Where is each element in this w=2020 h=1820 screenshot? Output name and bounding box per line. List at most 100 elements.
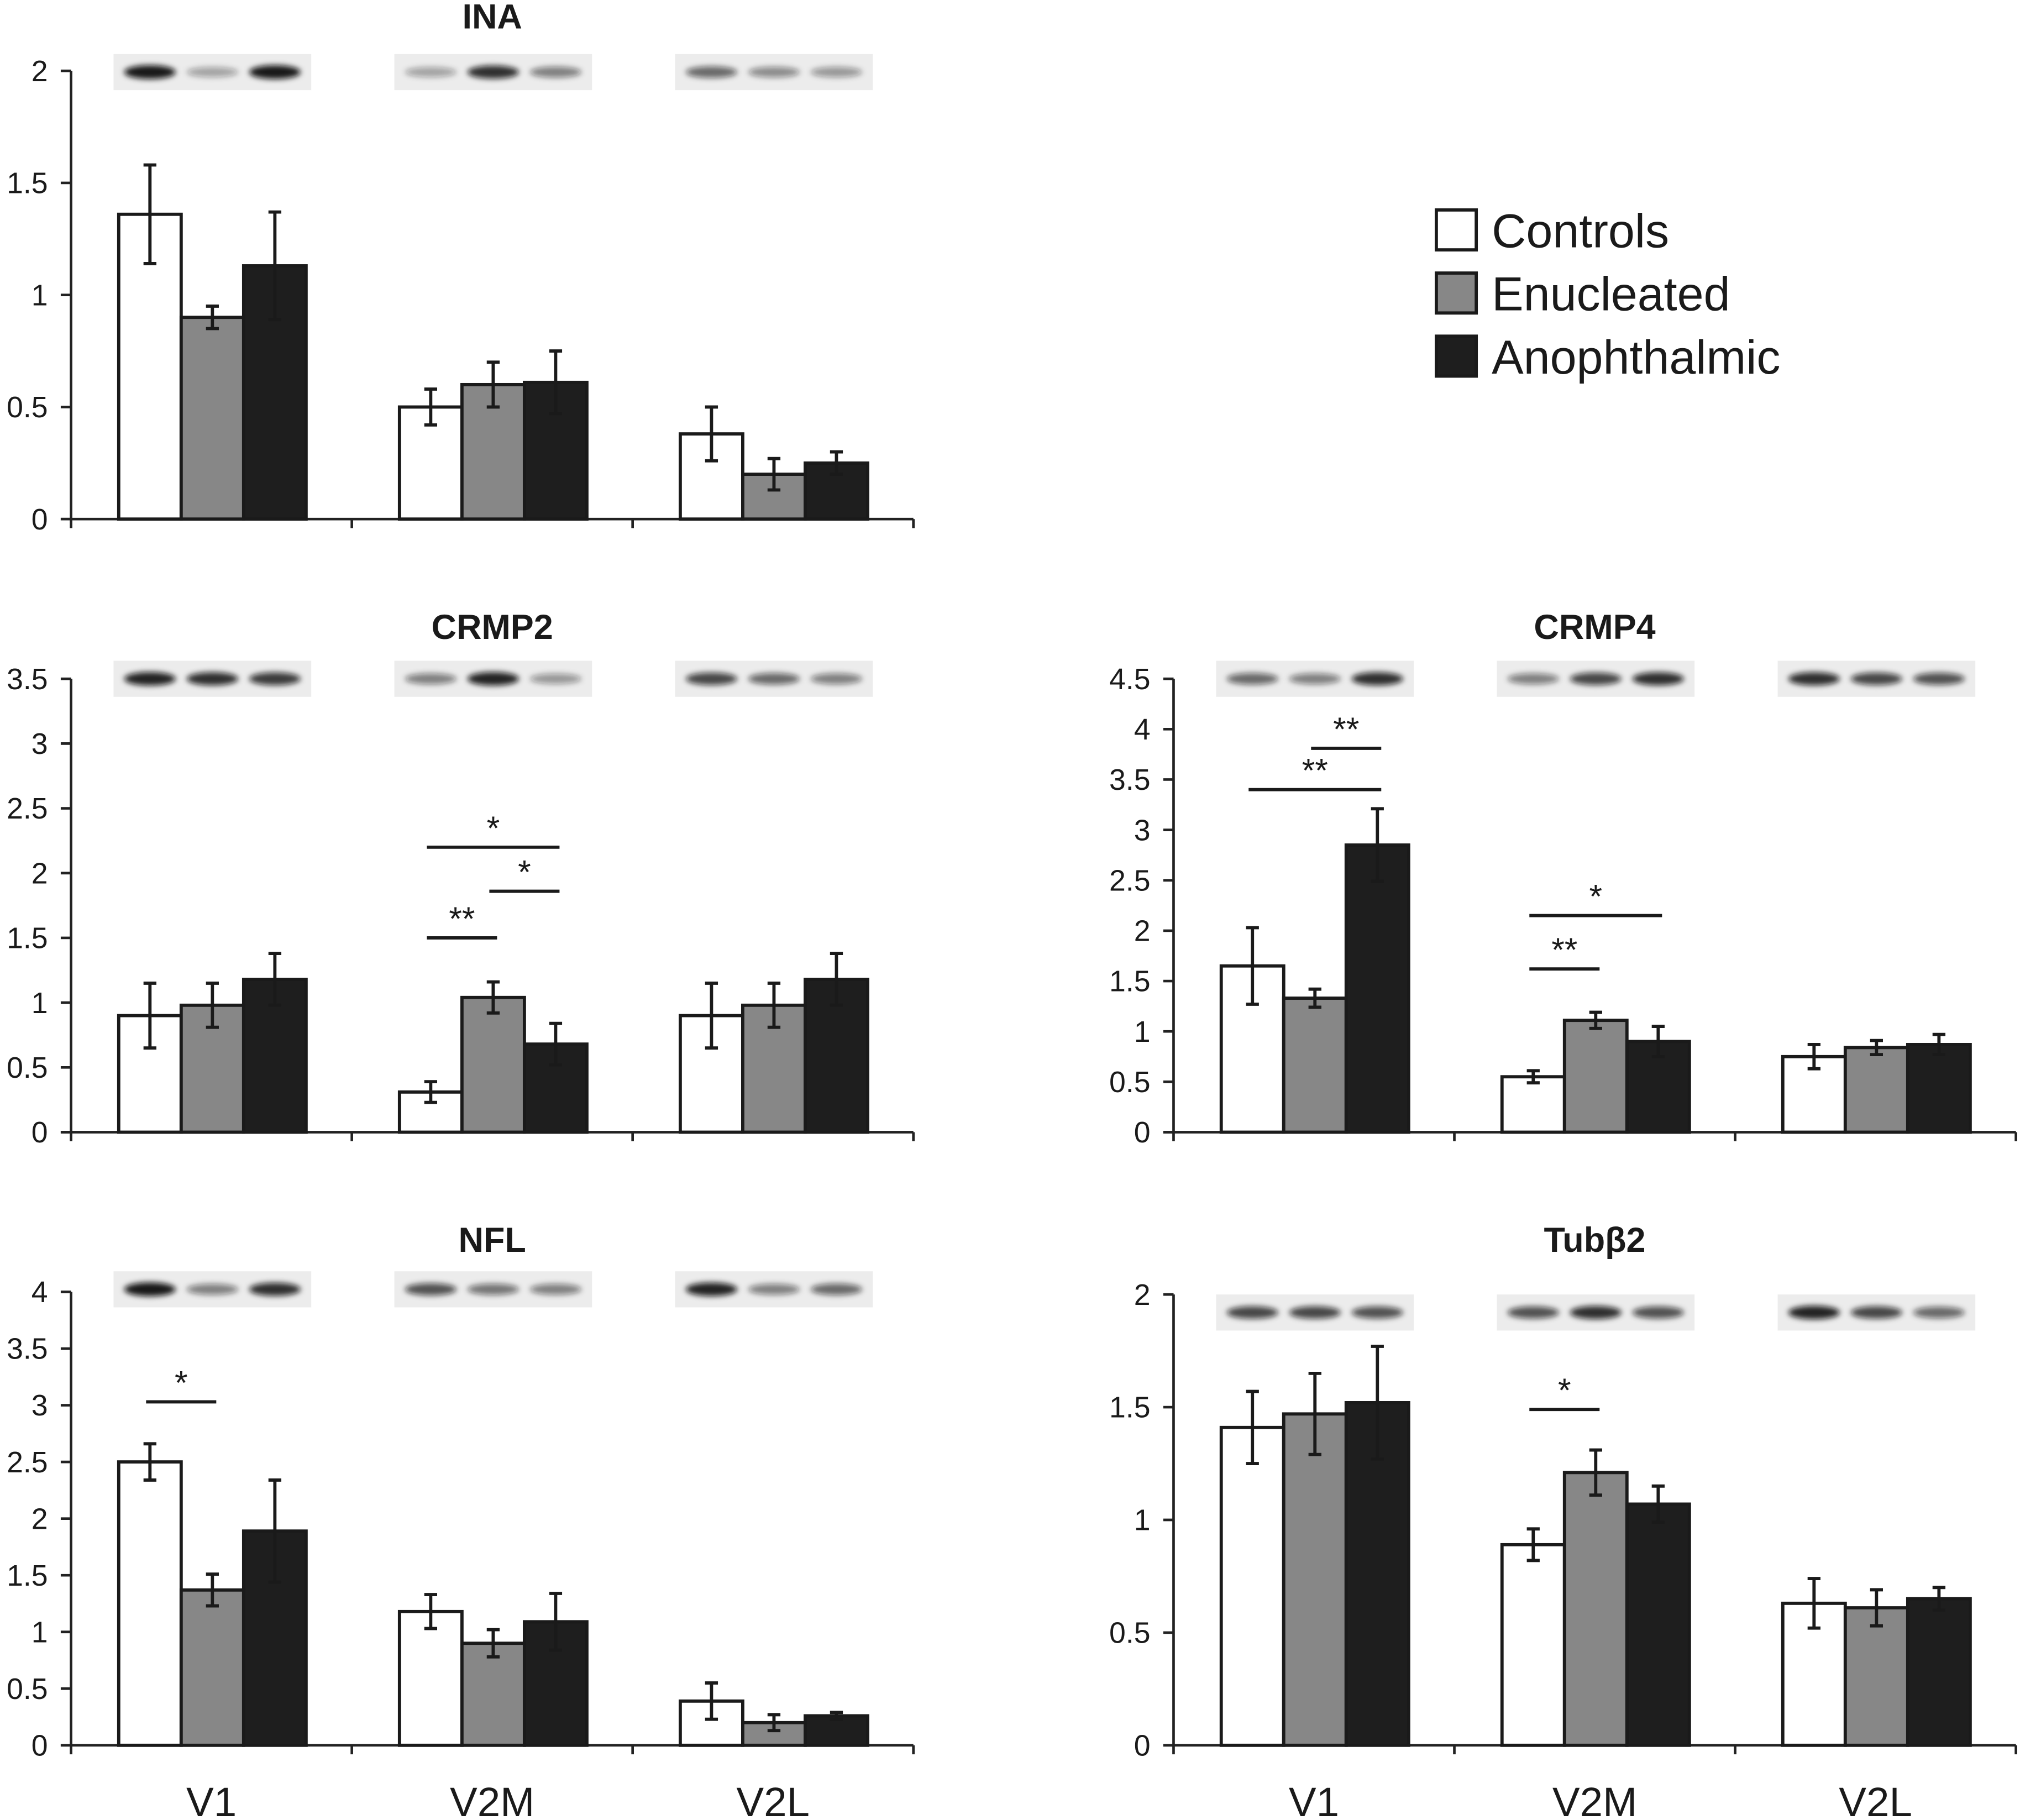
bar-Enucleated-V1 [179, 316, 245, 521]
y-tick-label: 1 [1134, 1504, 1151, 1537]
legend-label: Anophthalmic [1492, 331, 1780, 384]
bar-Enucleated-V1 [1282, 996, 1348, 1134]
significance-label: * [1558, 1371, 1571, 1409]
error-bar [1807, 1043, 1820, 1071]
legend-swatch-Enucleated [1434, 271, 1478, 315]
blot-band [810, 67, 863, 77]
blot-band [1850, 1306, 1902, 1319]
y-tick-label: 1.5 [1109, 965, 1151, 998]
bar-Enucleated-V2L [1843, 1046, 1909, 1134]
error-bar [705, 982, 718, 1050]
error-bar [549, 1592, 563, 1652]
y-tick-label: 0 [1134, 1116, 1151, 1149]
panel-INA: INA 0 0.5 1 1.5 2 [7, 0, 915, 536]
bar-Controls-V1 [117, 1460, 183, 1747]
blot-band [249, 65, 301, 80]
blot-band [1507, 673, 1559, 685]
blot-band [467, 1283, 519, 1295]
significance-label: ** [1333, 710, 1359, 748]
y-tick-label: 2 [32, 55, 48, 88]
bar-Enucleated-V2L [1843, 1606, 1909, 1747]
blot-band [249, 672, 301, 685]
blot-band [529, 673, 582, 684]
x-label-V2L: V2L [1839, 1779, 1912, 1820]
blot-band [810, 1283, 863, 1295]
blot-band [124, 672, 176, 686]
significance-label: * [518, 853, 531, 891]
blot-band [1570, 1305, 1622, 1319]
error-bar [1807, 1577, 1820, 1630]
bar-Anophthalmic-V2L [1906, 1043, 1972, 1134]
legend-swatch-Controls [1434, 208, 1478, 252]
y-tick-label: 4.5 [1109, 663, 1151, 696]
bar-Enucleated-V2M [1562, 1471, 1629, 1747]
error-bar [1651, 1025, 1665, 1058]
blot-band [685, 66, 738, 78]
western-blot-V1 [1216, 660, 1414, 697]
y-tick-label: 2 [1134, 915, 1151, 948]
y-tick-label: 0 [32, 503, 48, 536]
error-bar [830, 952, 843, 1007]
x-label-V2M: V2M [1552, 1779, 1637, 1820]
blot-band [1913, 1307, 1965, 1319]
bar-Enucleated-V1 [1282, 1412, 1348, 1747]
error-bar [424, 1080, 438, 1104]
y-tick-label: 1.5 [1109, 1391, 1151, 1424]
y-tick-label: 2 [32, 1502, 48, 1535]
significance-label: ** [1302, 752, 1328, 789]
western-blot-V2M [394, 660, 592, 697]
blot-band [1570, 672, 1622, 685]
y-tick-label: 0.5 [1109, 1617, 1151, 1650]
y-tick-label: 1.5 [7, 167, 48, 200]
y-tick-label: 0 [32, 1116, 48, 1149]
bar-Enucleated-V1 [179, 1588, 245, 1747]
chart-title: CRMP4 [1534, 608, 1655, 647]
blot-band [1850, 672, 1902, 685]
bar-Controls-V2M [1500, 1075, 1566, 1134]
significance-label: * [175, 1363, 188, 1401]
bar-Enucleated-V2M [460, 995, 526, 1134]
error-bar [549, 1021, 563, 1067]
blot-band [1226, 673, 1278, 685]
error-bar [424, 1593, 438, 1630]
error-bar [767, 1713, 781, 1733]
y-tick-label: 4 [1134, 713, 1151, 746]
significance-label: ** [1551, 931, 1577, 968]
blot-band [1913, 673, 1965, 685]
panel-Tubβ2: Tubβ2 0 0.5 1 1.5 2 * V1 V2M V2L [1109, 1221, 2017, 1820]
legend: Controls Enucleated Anophthalmic [1434, 204, 1781, 384]
error-bar [206, 1572, 219, 1608]
error-bar [1932, 1032, 1946, 1057]
y-tick-label: 3.5 [7, 1333, 48, 1366]
western-blot-V2L [675, 660, 873, 697]
legend-label: Enucleated [1492, 268, 1730, 321]
error-bar [1526, 1527, 1540, 1562]
y-tick-label: 1.5 [7, 922, 48, 955]
y-tick-label: 1 [32, 987, 48, 1020]
significance-label: ** [449, 900, 475, 937]
bar-Anophthalmic-V2M [1625, 1502, 1691, 1747]
bar-Anophthalmic-V1 [1344, 843, 1410, 1134]
error-bar [830, 450, 843, 476]
blot-band [810, 673, 863, 685]
error-bar [486, 1628, 500, 1659]
bar-Anophthalmic-V2L [1906, 1597, 1972, 1747]
blot-band [1351, 672, 1403, 686]
blot-band [529, 1283, 582, 1295]
western-blot-V1 [113, 54, 312, 91]
error-bar [1870, 1038, 1883, 1057]
blot-band [1788, 672, 1840, 686]
significance-label: * [487, 809, 500, 847]
error-bar [268, 210, 282, 322]
x-label-V2M: V2M [450, 1779, 534, 1820]
error-bar [143, 982, 156, 1050]
error-bar [1371, 1345, 1384, 1461]
error-bar [206, 305, 219, 331]
western-blot-V2M [1497, 660, 1695, 697]
blot-band [1289, 1306, 1341, 1319]
blot-band [1289, 673, 1341, 685]
y-tick-label: 0.5 [7, 1672, 48, 1706]
legend-label: Controls [1492, 204, 1669, 258]
